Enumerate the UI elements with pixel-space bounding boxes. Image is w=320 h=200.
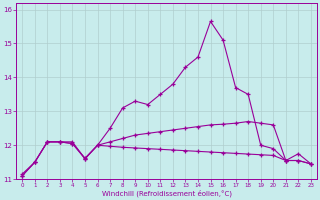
X-axis label: Windchill (Refroidissement éolien,°C): Windchill (Refroidissement éolien,°C) [101,190,232,197]
